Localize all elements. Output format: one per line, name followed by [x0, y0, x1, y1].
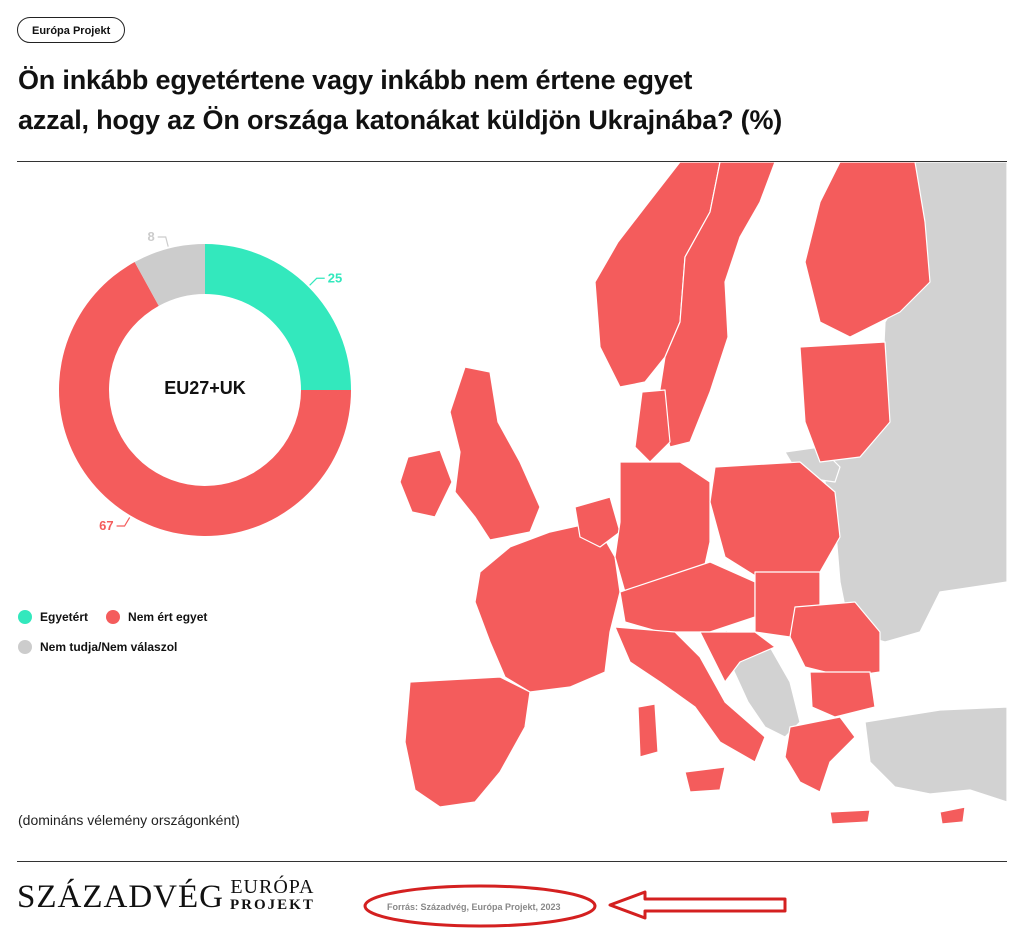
map-ireland	[399, 449, 453, 518]
donut-value-label-0: 25	[328, 270, 342, 285]
donut-leader-0	[309, 277, 325, 286]
map-uk	[449, 366, 541, 541]
map-czechia-austria	[619, 561, 756, 633]
legend-swatch-agree	[18, 610, 32, 624]
map-crete	[829, 809, 871, 825]
map-poland	[709, 461, 841, 583]
legend-item-disagree: Nem ért egyet	[106, 610, 207, 624]
donut-leader-2	[157, 236, 169, 247]
map-note: (domináns vélemény országonként)	[18, 812, 240, 828]
page-title: Ön inkább egyetértene vagy inkább nem ér…	[18, 60, 978, 140]
map-sweden	[657, 162, 776, 448]
legend-label-agree: Egyetért	[40, 610, 89, 624]
title-line-1: Ön inkább egyetértene vagy inkább nem ér…	[18, 65, 693, 95]
donut-center-label: EU27+UK	[164, 378, 246, 398]
legend-item-agree: Egyetért	[18, 610, 88, 624]
europa-projekt-badge: Európa Projekt	[17, 17, 126, 43]
bottom-divider	[17, 861, 1007, 862]
map-baltics	[799, 341, 891, 463]
top-divider	[17, 161, 1007, 162]
pointing-arrow-icon	[608, 890, 787, 920]
map-finland	[804, 162, 931, 338]
source-highlight-ellipse	[363, 884, 597, 928]
donut-value-label-2: 8	[147, 229, 154, 244]
donut-slice-2	[134, 244, 205, 306]
map-sicily	[684, 766, 726, 793]
donut-slice-1	[58, 262, 351, 536]
map-benelux	[574, 496, 621, 548]
legend-swatch-dontknow	[18, 640, 32, 654]
legend-label-dontknow: Nem tudja/Nem válaszol	[40, 640, 178, 654]
map-italy	[614, 626, 766, 763]
donut-leader-1	[116, 517, 131, 527]
map-cyprus	[939, 806, 966, 825]
title-line-2: azzal, hogy az Ön országa katonákat küld…	[18, 105, 783, 135]
map-greece	[784, 716, 856, 793]
map-france	[474, 521, 621, 693]
donut-chart: 25 67 8 EU27+UK	[58, 229, 351, 536]
legend-item-dontknow: Nem tudja/Nem válaszol	[18, 640, 177, 654]
map-sardinia	[637, 703, 659, 758]
source-annotation	[363, 884, 787, 928]
chart-legend: Egyetért Nem ért egyet Nem tudja/Nem vál…	[18, 602, 225, 662]
map-turkey	[864, 706, 1007, 803]
donut-value-label-1: 67	[99, 518, 113, 533]
europe-map	[399, 162, 1007, 825]
map-denmark	[634, 389, 671, 463]
szazadveg-logo: SZÁZADVÉG	[17, 879, 224, 915]
map-spain-portugal	[404, 676, 531, 808]
europa-projekt-logo: EURÓPA PROJEKT	[230, 876, 315, 914]
source-text: Forrás: Századvég, Európa Projekt, 2023	[387, 902, 561, 912]
donut-slice-0	[205, 244, 351, 390]
legend-swatch-disagree	[106, 610, 121, 624]
europa-logo-line-1: EURÓPA	[230, 876, 315, 898]
legend-label-disagree: Nem ért egyet	[128, 610, 208, 624]
europa-logo-line-2: PROJEKT	[230, 897, 315, 913]
map-croatia-slovenia	[699, 631, 776, 683]
map-bulgaria	[809, 671, 876, 718]
